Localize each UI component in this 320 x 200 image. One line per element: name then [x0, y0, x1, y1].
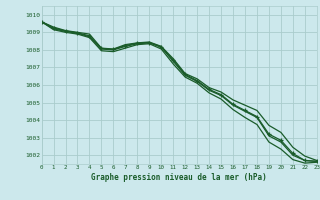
X-axis label: Graphe pression niveau de la mer (hPa): Graphe pression niveau de la mer (hPa) [91, 173, 267, 182]
